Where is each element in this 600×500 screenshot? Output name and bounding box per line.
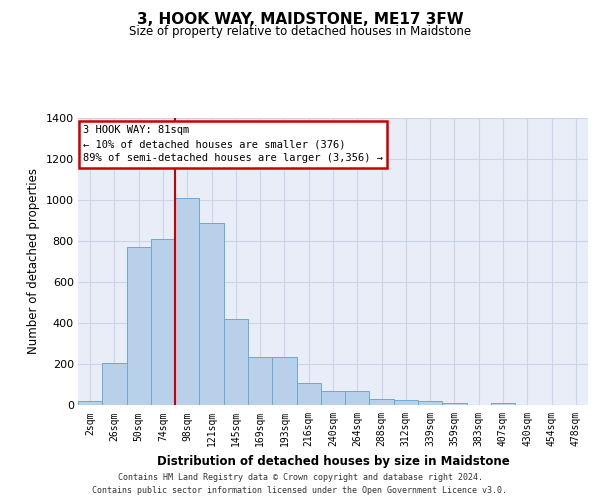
Bar: [296, 383, 321, 405]
Text: Size of property relative to detached houses in Maidstone: Size of property relative to detached ho…: [129, 25, 471, 38]
Bar: [491, 403, 515, 405]
Bar: [394, 400, 418, 405]
Bar: [345, 390, 370, 405]
Bar: [418, 401, 442, 405]
Bar: [370, 400, 394, 405]
Bar: [151, 238, 175, 405]
Text: 3, HOOK WAY, MAIDSTONE, ME17 3FW: 3, HOOK WAY, MAIDSTONE, ME17 3FW: [137, 12, 463, 28]
Y-axis label: Number of detached properties: Number of detached properties: [27, 168, 40, 354]
Bar: [127, 247, 151, 405]
Bar: [175, 198, 199, 405]
Bar: [248, 356, 272, 405]
Text: 3 HOOK WAY: 81sqm
← 10% of detached houses are smaller (376)
89% of semi-detache: 3 HOOK WAY: 81sqm ← 10% of detached hous…: [83, 124, 383, 164]
Bar: [102, 363, 127, 405]
Bar: [78, 401, 102, 405]
Bar: [224, 319, 248, 405]
Bar: [199, 224, 224, 405]
Bar: [321, 390, 345, 405]
X-axis label: Distribution of detached houses by size in Maidstone: Distribution of detached houses by size …: [157, 455, 509, 468]
Text: Contains HM Land Registry data © Crown copyright and database right 2024.
Contai: Contains HM Land Registry data © Crown c…: [92, 473, 508, 495]
Bar: [272, 356, 296, 405]
Bar: [442, 402, 467, 405]
